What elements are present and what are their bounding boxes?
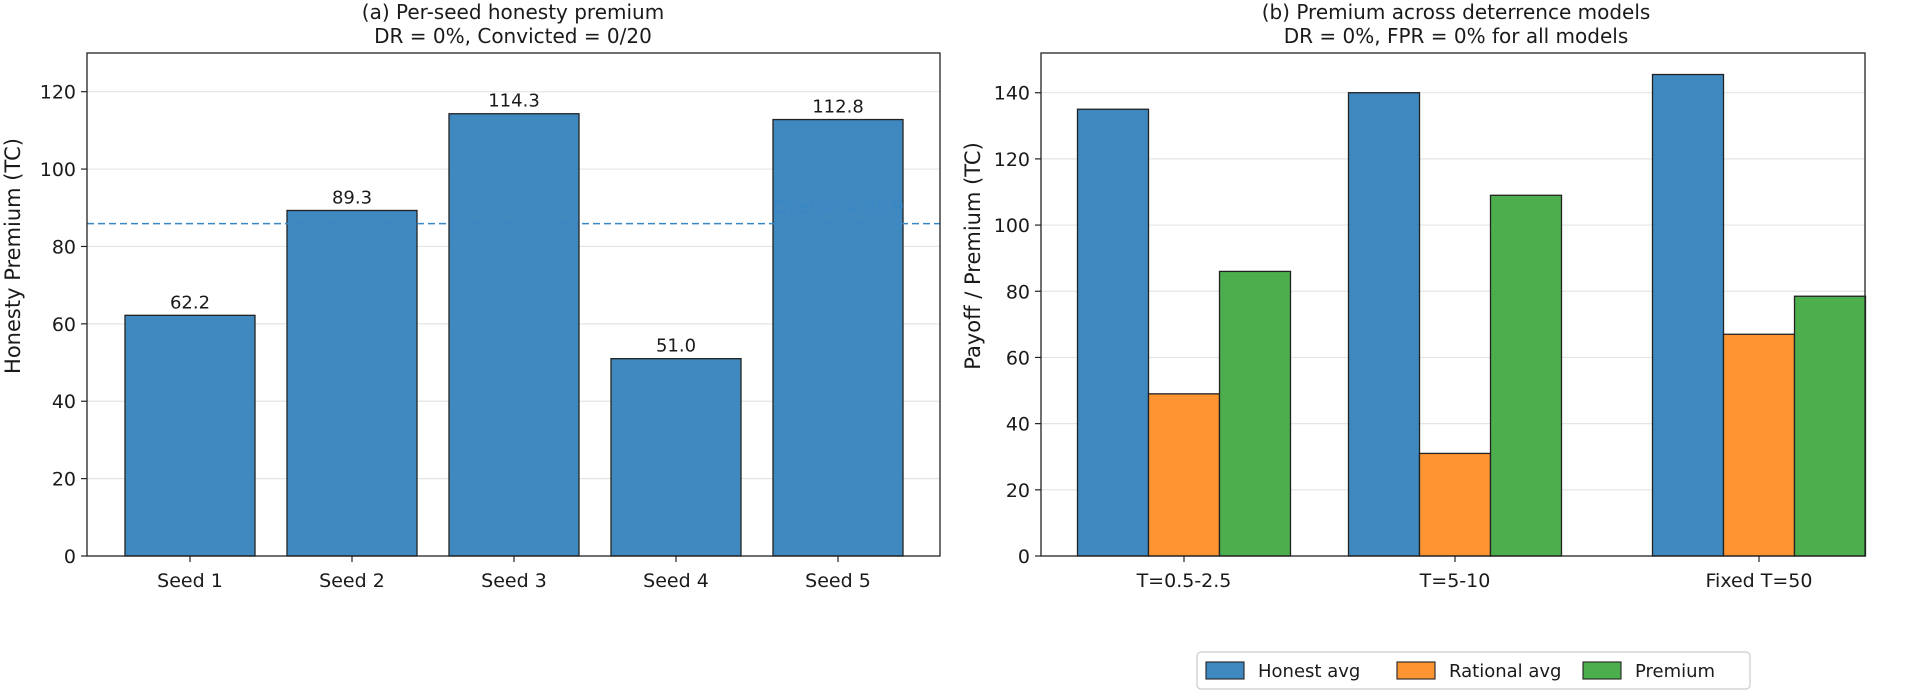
- bar-rational-avg-t-0-5-2-5: [1147, 393, 1221, 557]
- bar-honest-avg-fixed-t-50: [1651, 73, 1725, 557]
- x-tick-label-seed-1: Seed 1: [157, 570, 223, 592]
- panel-b-plot-frame: [1040, 52, 1866, 557]
- y-tick-label: 60: [52, 314, 76, 336]
- panel-a-title: (a) Per-seed honesty premium: [362, 0, 664, 24]
- bar-premium-t-0-5-2-5: [1218, 270, 1292, 557]
- y-tick-label: 0: [1018, 546, 1030, 568]
- x-tick-label-t-0-5-2-5: T=0.5-2.5: [1136, 570, 1232, 592]
- x-tick-label-seed-2: Seed 2: [319, 570, 385, 592]
- panel-a-x-ticks: Seed 1 Seed 2 Seed 3 Seed 4 Seed 5: [157, 556, 871, 592]
- legend-label-honest-avg: Honest avg: [1258, 661, 1360, 682]
- x-tick-label-fixed-t-50: Fixed T=50: [1706, 570, 1813, 592]
- panel-a-ylabel: Honesty Premium (TC): [1, 138, 25, 374]
- panel-a-bars: [124, 113, 904, 557]
- panel-b-title: (b) Premium across deterrence models: [1262, 0, 1651, 24]
- x-tick-label-t-5-10: T=5-10: [1419, 570, 1491, 592]
- panel-b-y-ticks: 0 20 40 60 80 100 120 140: [994, 83, 1041, 568]
- y-tick-label: 140: [994, 83, 1030, 105]
- panel-a-y-ticks: 0 20 40 60 80 100 120: [40, 82, 87, 568]
- panel-b-bars: [1076, 73, 1867, 557]
- panel-a-per-seed-premium: (a) Per-seed honesty premium DR = 0%, Co…: [1, 0, 941, 592]
- data-label-seed-2: 89.3: [332, 187, 372, 208]
- panel-a-reference: Overall = 85.9: [87, 197, 940, 225]
- bar-seed-5: [772, 118, 904, 557]
- panel-b-ylabel: Payoff / Premium (TC): [961, 142, 985, 370]
- data-label-seed-4: 51.0: [656, 336, 696, 357]
- bar-rational-avg-fixed-t-50: [1722, 333, 1796, 557]
- y-tick-label: 20: [52, 469, 76, 491]
- panel-a-data-labels: 62.2 89.3 114.3 51.0 112.8: [170, 91, 864, 357]
- panel-b-legend: Honest avg Rational avg Premium: [1196, 651, 1751, 690]
- bar-seed-1: [124, 314, 256, 557]
- y-tick-label: 100: [40, 159, 76, 181]
- panel-b-subtitle: DR = 0%, FPR = 0% for all models: [1284, 24, 1629, 48]
- panel-b-x-ticks: T=0.5-2.5 T=5-10 Fixed T=50: [1136, 556, 1813, 592]
- bar-rational-avg-t-5-10: [1418, 452, 1492, 557]
- bar-seed-2: [286, 209, 418, 557]
- x-tick-label-seed-5: Seed 5: [805, 570, 871, 592]
- bar-honest-avg-t-5-10: [1347, 92, 1421, 557]
- legend-swatch-rational-avg: [1396, 661, 1436, 680]
- bar-seed-4: [610, 358, 742, 557]
- y-tick-label: 120: [40, 82, 76, 104]
- y-tick-label: 40: [52, 391, 76, 413]
- x-tick-label-seed-4: Seed 4: [643, 570, 709, 592]
- legend-swatch-honest-avg: [1205, 661, 1245, 680]
- y-tick-label: 0: [64, 546, 76, 568]
- y-tick-label: 80: [1006, 281, 1030, 303]
- bar-premium-fixed-t-50: [1793, 295, 1867, 557]
- x-tick-label-seed-3: Seed 3: [481, 570, 547, 592]
- y-tick-label: 60: [1006, 347, 1030, 369]
- y-tick-label: 120: [994, 149, 1030, 171]
- bar-seed-3: [448, 113, 580, 557]
- legend-swatch-premium: [1582, 661, 1622, 680]
- panel-b-deterrence-models: (b) Premium across deterrence models DR …: [961, 0, 1867, 690]
- y-tick-label: 20: [1006, 480, 1030, 502]
- legend-label-premium: Premium: [1635, 661, 1715, 682]
- bar-premium-t-5-10: [1489, 194, 1563, 557]
- legend-label-rational-avg: Rational avg: [1449, 661, 1561, 682]
- y-tick-label: 40: [1006, 414, 1030, 436]
- bar-honest-avg-t-0-5-2-5: [1076, 108, 1150, 557]
- data-label-seed-5: 112.8: [812, 97, 864, 118]
- y-tick-label: 100: [994, 215, 1030, 237]
- y-tick-label: 80: [52, 236, 76, 258]
- legend-box: [1196, 651, 1751, 690]
- panel-a-subtitle: DR = 0%, Convicted = 0/20: [374, 24, 652, 48]
- overall-reference-label: Overall = 85.9: [773, 197, 904, 218]
- data-label-seed-3: 114.3: [488, 91, 540, 112]
- data-label-seed-1: 62.2: [170, 292, 210, 313]
